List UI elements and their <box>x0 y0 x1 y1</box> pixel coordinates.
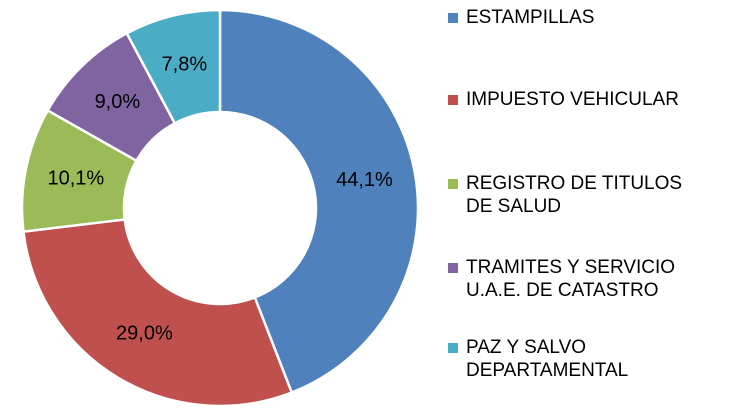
data-label: 7,8% <box>162 54 208 76</box>
slice <box>125 8 222 125</box>
slice <box>22 218 294 408</box>
legend-item: ESTAMPILLAS <box>448 6 728 29</box>
legend-label: ESTAMPILLAS <box>466 7 595 28</box>
legend-item: TRAMITES Y SERVICIO U.A.E. DE CATASTRO <box>448 256 728 302</box>
legend-swatch <box>448 13 458 23</box>
legend-label: TRAMITES Y SERVICIO U.A.E. DE CATASTRO <box>466 257 676 301</box>
data-label: 9,0% <box>95 91 141 113</box>
legend-swatch <box>448 179 458 189</box>
slice <box>218 8 420 395</box>
data-label: 29,0% <box>116 322 173 344</box>
legend-item: PAZ Y SALVO DEPARTAMENTAL <box>448 336 728 382</box>
legend-swatch <box>448 263 458 273</box>
legend-label: PAZ Y SALVO DEPARTAMENTAL <box>466 337 629 381</box>
legend-label: REGISTRO DE TITULOS DE SALUD <box>466 173 683 217</box>
donut: 44,1% 29,0% 10,1% 9,0% 7,8% <box>20 8 420 408</box>
legend-item: REGISTRO DE TITULOS DE SALUD <box>448 172 728 218</box>
legend-swatch <box>448 343 458 353</box>
legend-item: IMPUESTO VEHICULAR <box>448 88 728 111</box>
data-label: 10,1% <box>48 167 105 189</box>
legend-label: IMPUESTO VEHICULAR <box>466 89 679 110</box>
legend-swatch <box>448 95 458 105</box>
data-label: 44,1% <box>336 169 393 191</box>
